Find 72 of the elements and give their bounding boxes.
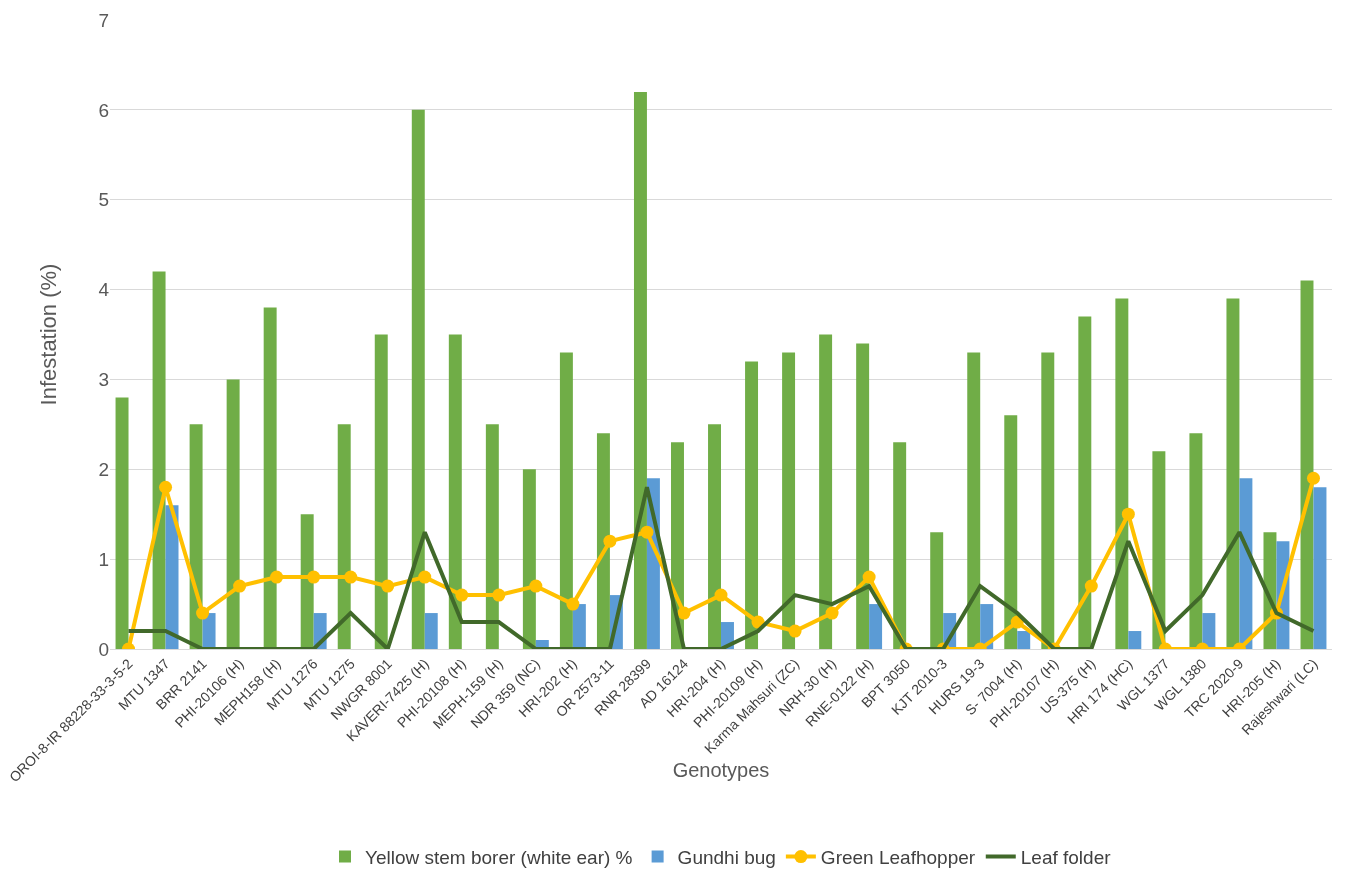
point	[640, 525, 654, 539]
bar	[869, 604, 883, 649]
bar	[819, 334, 833, 649]
bar	[374, 334, 388, 649]
bar	[300, 514, 314, 649]
point	[455, 588, 469, 602]
bar	[1017, 631, 1031, 649]
y-tick-label: 2	[98, 458, 109, 480]
point	[714, 588, 728, 602]
point	[307, 570, 321, 584]
legend-label: Green Leafhopper	[820, 846, 976, 868]
y-tick-label: 7	[98, 9, 109, 31]
y-tick-label: 3	[98, 369, 109, 391]
bar	[782, 352, 796, 649]
bar	[559, 352, 573, 649]
y-tick-label: 6	[98, 99, 109, 121]
legend-label: Gundhi bug	[677, 846, 776, 868]
bar	[1078, 316, 1092, 649]
bar	[165, 505, 179, 649]
point	[492, 588, 506, 602]
point	[233, 579, 247, 593]
bar	[448, 334, 462, 649]
y-tick-label: 5	[98, 189, 109, 211]
bar	[263, 307, 277, 649]
bar	[337, 424, 351, 649]
bar	[1226, 298, 1240, 649]
y-tick-label: 0	[98, 638, 109, 660]
point	[788, 624, 802, 638]
bar	[1004, 415, 1018, 649]
point	[825, 606, 839, 620]
bar	[1239, 478, 1253, 649]
point	[677, 606, 691, 620]
bar	[930, 532, 944, 649]
point	[529, 579, 543, 593]
bar	[189, 424, 203, 649]
point	[603, 534, 617, 548]
bar	[226, 379, 240, 649]
bar	[1128, 631, 1142, 649]
point	[1084, 579, 1098, 593]
point	[862, 570, 876, 584]
bar	[745, 361, 759, 649]
legend-label: Leaf folder	[1020, 846, 1112, 868]
point	[1306, 471, 1320, 485]
bar	[633, 91, 647, 649]
bar	[485, 424, 499, 649]
bar	[856, 343, 870, 649]
bar	[522, 469, 536, 649]
point	[159, 480, 173, 494]
bar	[708, 424, 721, 649]
bar	[1189, 433, 1203, 649]
bar	[967, 352, 981, 649]
bar	[596, 433, 610, 649]
bar	[424, 613, 438, 649]
x-axis-title: Genotypes	[672, 758, 770, 781]
point	[196, 606, 210, 620]
point	[270, 570, 284, 584]
legend-label: Yellow stem borer (white ear) %	[365, 846, 633, 868]
bar	[1041, 352, 1055, 649]
point	[344, 570, 358, 584]
point	[418, 570, 432, 584]
bar	[115, 397, 129, 649]
y-tick-label: 1	[98, 548, 109, 570]
bar	[411, 109, 425, 649]
y-axis-title: Infestation (%)	[36, 263, 61, 406]
bar	[1313, 487, 1327, 649]
bar	[893, 442, 907, 649]
bar	[152, 271, 166, 649]
point	[381, 579, 395, 593]
point	[566, 597, 580, 611]
bar	[1115, 298, 1129, 649]
y-tick-label: 4	[98, 279, 110, 301]
point	[1121, 507, 1135, 521]
